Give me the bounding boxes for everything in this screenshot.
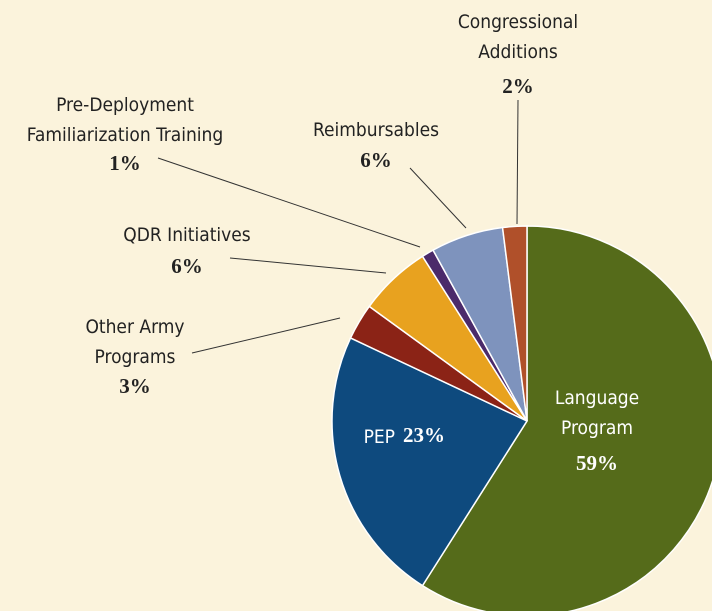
slice-label: Congressional Additions	[458, 11, 578, 63]
pie-slice	[501, 225, 528, 422]
label-line: Programs	[95, 346, 176, 368]
pie-slice	[331, 336, 529, 587]
percent-label: 6%	[360, 148, 392, 172]
label-line: Additions	[478, 41, 558, 63]
leader-line	[409, 167, 467, 229]
slice-label: PEP	[364, 426, 395, 448]
label-line: QDR Initiatives	[123, 224, 251, 246]
pie-slice	[421, 225, 712, 611]
percent-label: 6%	[171, 254, 203, 278]
label-line: Reimbursables	[313, 119, 439, 141]
label-line: Other Army	[85, 316, 184, 338]
slice-label: Reimbursables	[313, 119, 439, 141]
slice-label: Other Army Programs	[85, 316, 184, 368]
leader-line	[229, 257, 387, 274]
label-line: Language	[555, 387, 639, 409]
label-line: Program	[561, 417, 633, 439]
leader-line	[191, 317, 341, 354]
label-line: Familiarization Training	[27, 124, 224, 146]
percent-label: 59%	[576, 451, 618, 475]
percent-label: 1%	[109, 151, 141, 175]
leader-line	[516, 99, 519, 225]
label-line: Congressional	[458, 11, 578, 33]
label-line: Pre-Deployment	[56, 94, 194, 116]
label-line: PEP	[364, 426, 395, 448]
slice-label: Language Program	[555, 387, 639, 439]
slice-label: QDR Initiatives	[123, 224, 251, 246]
leader-line	[157, 157, 421, 248]
percent-label: 2%	[502, 74, 534, 98]
percent-label: 23%	[403, 423, 445, 447]
slice-label: Pre-Deployment Familiarization Training	[27, 94, 224, 146]
percent-label: 3%	[119, 374, 151, 398]
